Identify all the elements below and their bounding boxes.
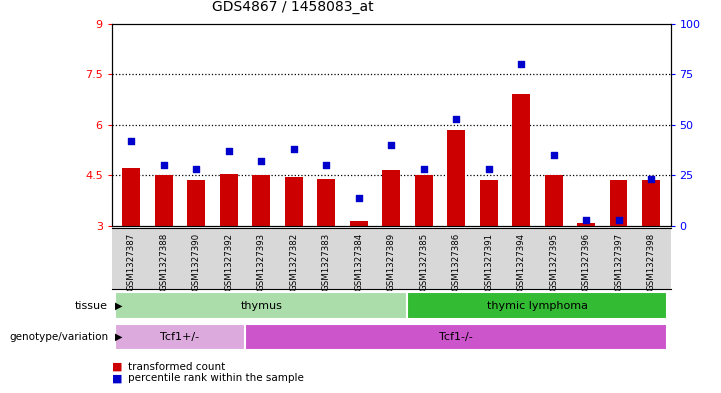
Bar bbox=[317, 179, 335, 226]
Bar bbox=[447, 130, 465, 226]
Text: GSM1327390: GSM1327390 bbox=[192, 233, 200, 291]
Text: thymus: thymus bbox=[240, 301, 282, 310]
Text: ▶: ▶ bbox=[115, 301, 122, 310]
Text: GSM1327397: GSM1327397 bbox=[614, 233, 623, 291]
Text: Tcf1-/-: Tcf1-/- bbox=[439, 332, 473, 342]
Point bbox=[190, 166, 202, 173]
Text: thymic lymphoma: thymic lymphoma bbox=[487, 301, 588, 310]
Bar bbox=[187, 180, 205, 226]
Text: GDS4867 / 1458083_at: GDS4867 / 1458083_at bbox=[212, 0, 374, 14]
Point bbox=[483, 166, 495, 173]
Point bbox=[613, 217, 624, 223]
Text: GSM1327386: GSM1327386 bbox=[451, 233, 461, 291]
Point bbox=[320, 162, 332, 168]
Point bbox=[451, 116, 462, 122]
Bar bbox=[252, 175, 270, 226]
Point bbox=[645, 176, 657, 183]
Text: GSM1327393: GSM1327393 bbox=[257, 233, 266, 291]
Text: GSM1327396: GSM1327396 bbox=[582, 233, 590, 291]
Text: ▶: ▶ bbox=[115, 332, 122, 342]
Text: GSM1327385: GSM1327385 bbox=[419, 233, 428, 291]
Point bbox=[158, 162, 169, 168]
Text: GSM1327389: GSM1327389 bbox=[386, 233, 396, 291]
Point bbox=[386, 142, 397, 148]
Bar bbox=[642, 180, 660, 226]
Text: ■: ■ bbox=[112, 362, 123, 372]
Text: GSM1327382: GSM1327382 bbox=[289, 233, 298, 291]
Bar bbox=[245, 324, 667, 350]
Point bbox=[353, 195, 364, 201]
Bar bbox=[350, 221, 368, 226]
Bar bbox=[512, 94, 530, 226]
Text: ■: ■ bbox=[112, 373, 123, 384]
Bar bbox=[479, 180, 497, 226]
Text: transformed count: transformed count bbox=[128, 362, 225, 372]
Bar bbox=[415, 175, 433, 226]
Bar bbox=[155, 175, 172, 226]
Text: GSM1327384: GSM1327384 bbox=[354, 233, 363, 291]
Text: tissue: tissue bbox=[75, 301, 108, 310]
Text: genotype/variation: genotype/variation bbox=[9, 332, 108, 342]
Bar bbox=[285, 177, 303, 226]
Text: GSM1327395: GSM1327395 bbox=[549, 233, 558, 291]
Point bbox=[418, 166, 430, 173]
Bar bbox=[544, 175, 562, 226]
Point bbox=[125, 138, 137, 144]
Text: GSM1327391: GSM1327391 bbox=[484, 233, 493, 291]
Text: GSM1327388: GSM1327388 bbox=[159, 233, 168, 291]
Text: GSM1327392: GSM1327392 bbox=[224, 233, 233, 291]
Bar bbox=[220, 174, 238, 226]
Point bbox=[255, 158, 267, 164]
Bar bbox=[382, 170, 400, 226]
Text: GSM1327398: GSM1327398 bbox=[647, 233, 655, 291]
Point bbox=[288, 146, 299, 152]
Point bbox=[580, 217, 592, 223]
Bar bbox=[115, 324, 245, 350]
Bar bbox=[610, 180, 627, 226]
Point bbox=[548, 152, 559, 158]
Text: percentile rank within the sample: percentile rank within the sample bbox=[128, 373, 304, 384]
Bar bbox=[115, 292, 407, 319]
Bar bbox=[123, 168, 140, 226]
Text: Tcf1+/-: Tcf1+/- bbox=[160, 332, 200, 342]
Point bbox=[223, 148, 234, 154]
Bar bbox=[577, 222, 595, 226]
Text: GSM1327394: GSM1327394 bbox=[516, 233, 526, 291]
Text: GSM1327387: GSM1327387 bbox=[127, 233, 136, 291]
Text: GSM1327383: GSM1327383 bbox=[322, 233, 331, 291]
Point bbox=[516, 61, 527, 67]
Bar bbox=[407, 292, 667, 319]
